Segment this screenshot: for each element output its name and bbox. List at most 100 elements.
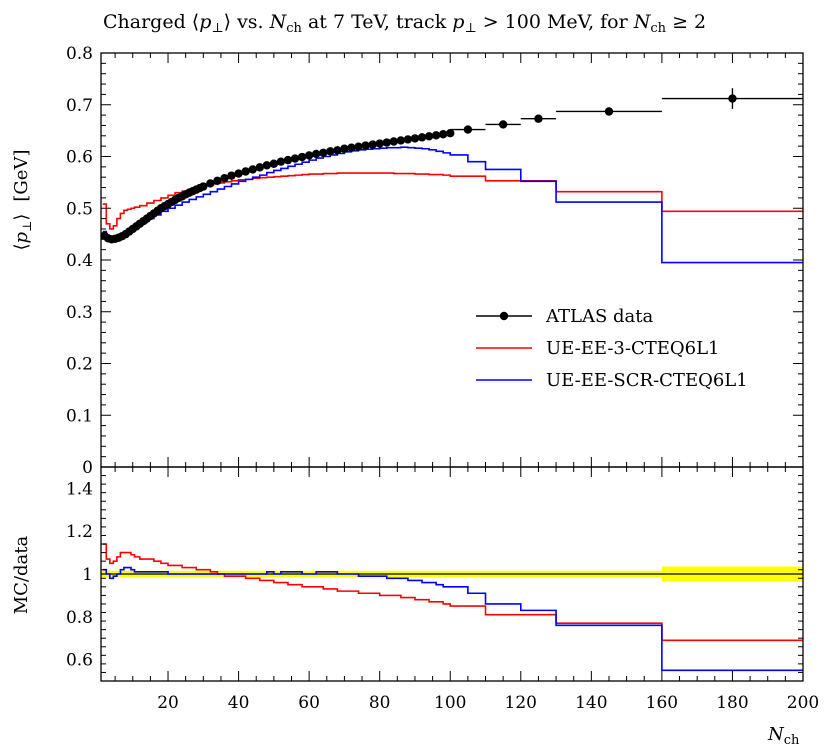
- data-point-marker: [241, 167, 250, 176]
- data-point: [389, 137, 398, 146]
- data-point-marker: [290, 154, 300, 163]
- data-point-marker: [417, 133, 427, 142]
- y-tick-label: 0.6: [66, 651, 93, 671]
- y-tick-label: 1: [82, 565, 93, 585]
- ratio-series-layer: [102, 543, 803, 672]
- axis-ticks: 20 40 60 80 100 120 140 160 180 200 0 0.1 0.2 0.3 0.4 0…: [66, 44, 819, 713]
- data-point-marker: [326, 147, 335, 156]
- data-point-marker: [375, 139, 384, 148]
- y-axis-title-main: ⟨p⊥⟩[GeV]: [11, 150, 34, 251]
- data-point-marker: [297, 152, 307, 162]
- y-tick-label: 0.6: [66, 148, 93, 168]
- data-point-marker: [333, 146, 342, 155]
- x-tick-label: 20: [157, 693, 179, 713]
- data-point-marker: [498, 120, 508, 129]
- data-point: [361, 141, 370, 150]
- x-tick-label: 160: [646, 693, 678, 713]
- data-point: [241, 167, 250, 176]
- data-point: [283, 155, 293, 165]
- data-point-marker: [262, 161, 271, 170]
- ratio-series-line-0: [102, 543, 803, 642]
- data-point: [227, 171, 236, 180]
- data-point: [297, 152, 307, 162]
- data-point: [340, 144, 349, 153]
- data-point: [213, 176, 222, 186]
- y-tick-label: 1.2: [66, 522, 93, 542]
- data-point: [269, 159, 279, 168]
- data-point: [382, 138, 391, 147]
- data-point: [333, 146, 342, 155]
- data-point-marker: [361, 141, 370, 150]
- data-point: [368, 140, 377, 149]
- data-point-marker: [213, 176, 222, 186]
- main-panel-frame: [100, 52, 804, 468]
- x-tick-label: 140: [575, 693, 607, 713]
- y-tick-label: 0.3: [66, 303, 93, 323]
- y-tick-label: 0.8: [66, 44, 93, 64]
- data-point-marker: [382, 138, 391, 147]
- data-point-marker: [319, 148, 328, 158]
- data-point-marker: [410, 134, 420, 143]
- y-axis-title-ratio: MC/data: [11, 535, 32, 614]
- data-point-marker: [396, 136, 406, 145]
- data-point-marker: [438, 130, 448, 139]
- data-point-marker: [206, 179, 215, 188]
- legend: ATLAS data UE-EE-3-CTEQ6L1 UE-EE-SCR-CTEQ6…: [476, 306, 748, 391]
- data-point-marker: [248, 165, 257, 174]
- data-point-marker: [220, 174, 229, 183]
- data-point: [375, 139, 384, 148]
- data-point-marker: [199, 182, 208, 191]
- data-point: [520, 114, 557, 123]
- data-point: [220, 174, 229, 183]
- data-point-marker: [311, 149, 321, 159]
- x-tick-label: 40: [228, 693, 250, 713]
- data-point: [438, 130, 448, 139]
- data-point: [354, 142, 363, 151]
- data-point-marker: [728, 94, 737, 103]
- chart-title: Charged ⟨p⊥⟩ vs. Nch at 7 TeV, track p⊥ …: [103, 11, 706, 36]
- series-line-2: [102, 146, 803, 264]
- data-point: [255, 163, 264, 172]
- data-point: [450, 125, 486, 134]
- data-point-marker: [255, 163, 264, 172]
- data-point: [403, 135, 413, 144]
- data-point-marker: [304, 151, 314, 160]
- x-tick-label: 60: [298, 693, 320, 713]
- data-point-marker: [368, 140, 377, 149]
- ratio-panel-frame: [100, 466, 804, 682]
- y-tick-label: 0.1: [66, 406, 93, 426]
- legend-label: UE-EE-3-CTEQ6L1: [546, 338, 720, 359]
- y-tick-label: 0.2: [66, 355, 93, 375]
- data-point: [424, 132, 434, 141]
- data-point-marker: [389, 137, 398, 146]
- data-point-marker: [234, 169, 243, 178]
- data-point-marker: [269, 159, 279, 168]
- legend-marker: [499, 311, 509, 321]
- y-tick-label: 0: [82, 458, 93, 478]
- data-point-marker: [446, 129, 455, 138]
- x-tick-label: 80: [369, 693, 391, 713]
- data-point: [556, 107, 662, 116]
- x-tick-label: 100: [434, 693, 466, 713]
- data-point-marker: [347, 143, 356, 152]
- main-series-layer: [100, 88, 803, 264]
- data-point: [661, 88, 803, 109]
- data-point: [311, 149, 321, 159]
- y-tick-label: 0.7: [66, 96, 93, 116]
- data-point: [199, 182, 208, 191]
- data-point: [446, 129, 455, 138]
- data-point: [248, 165, 257, 174]
- legend-entry: ATLAS data: [476, 306, 654, 327]
- data-point: [417, 133, 427, 142]
- data-point: [396, 136, 406, 145]
- y-tick-label: 0.4: [66, 251, 93, 271]
- data-point-marker: [403, 135, 413, 144]
- y-tick-label: 0.8: [66, 608, 93, 628]
- data-point-marker: [340, 144, 349, 153]
- legend-label: UE-EE-SCR-CTEQ6L1: [546, 370, 748, 391]
- x-tick-label: 200: [787, 693, 819, 713]
- legend-label: ATLAS data: [545, 306, 654, 327]
- data-point: [326, 147, 335, 156]
- legend-entry: UE-EE-3-CTEQ6L1: [476, 338, 720, 359]
